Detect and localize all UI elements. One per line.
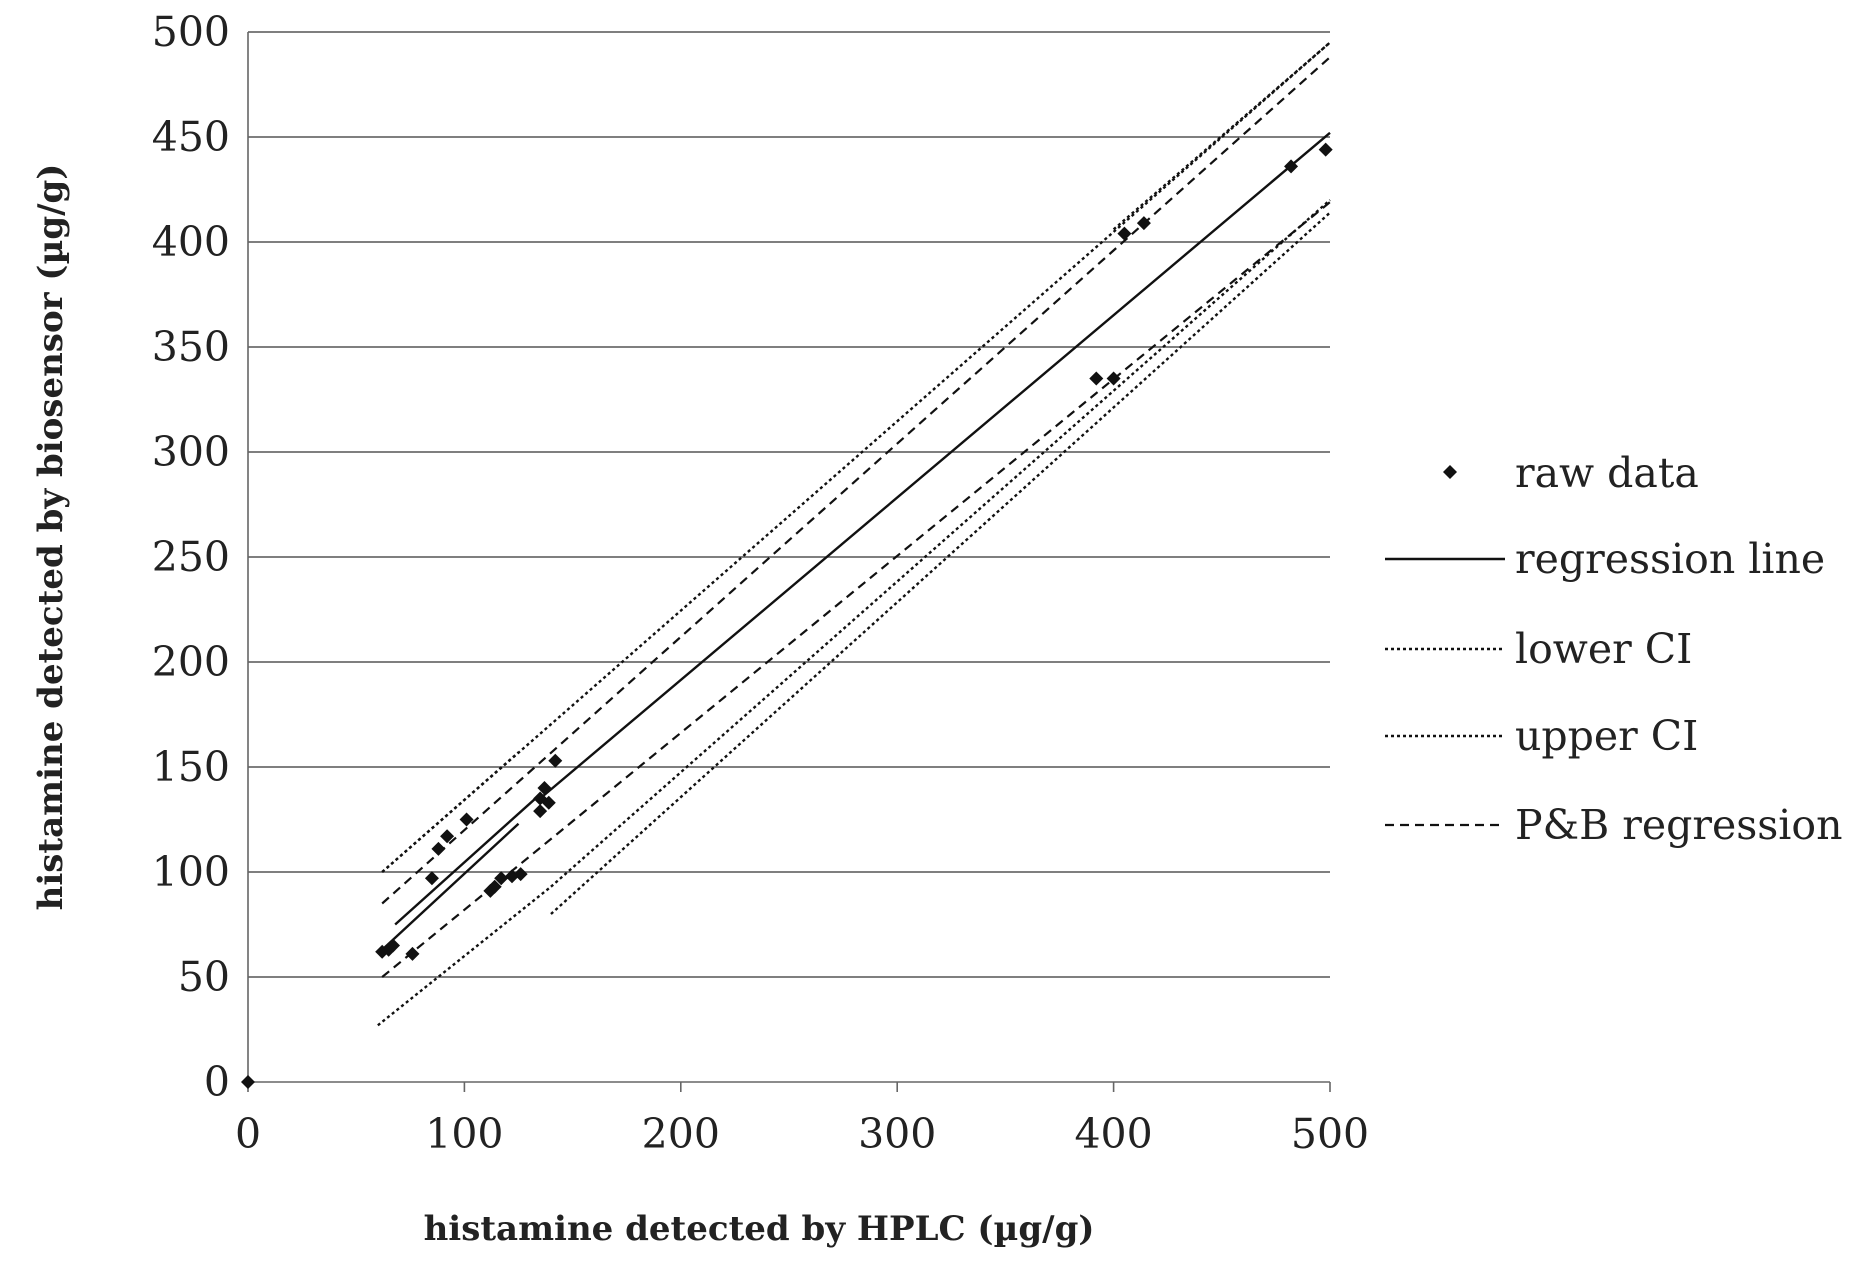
y-tick-label: 450 <box>152 113 230 161</box>
x-axis-title: histamine detected by HPLC (µg/g) <box>424 1209 1095 1249</box>
series-line-segment <box>381 56 1331 905</box>
series-line-segment <box>550 211 1331 915</box>
data-point-marker <box>548 753 563 768</box>
series-line-segment <box>394 793 541 926</box>
data-point-marker <box>513 867 528 882</box>
series-line-segment <box>381 822 520 951</box>
x-tick-label: 500 <box>1291 1110 1369 1158</box>
series-line-segment <box>377 885 552 1027</box>
y-tick-label: 500 <box>152 8 230 56</box>
data-points <box>241 142 1333 1089</box>
data-point-marker <box>537 781 552 795</box>
y-tick-label: 50 <box>178 953 230 1001</box>
y-tick-label: 300 <box>152 428 230 476</box>
y-tick-label: 250 <box>152 533 230 581</box>
axes <box>247 32 1331 1092</box>
legend-label: raw data <box>1515 449 1699 497</box>
data-point-marker <box>1089 371 1104 386</box>
y-tick-label: 150 <box>152 743 230 791</box>
data-point-marker <box>405 946 420 961</box>
x-tick-label: 400 <box>1074 1110 1152 1158</box>
plot-lines <box>377 41 1331 1027</box>
series-line-segment <box>381 41 1331 873</box>
data-point-marker <box>1117 226 1132 241</box>
y-tick-label: 400 <box>152 218 230 266</box>
y-tick-label: 200 <box>152 638 230 686</box>
legend-label: lower CI <box>1515 625 1692 673</box>
legend-marker <box>1443 465 1457 479</box>
series-line-segment <box>539 131 1331 800</box>
grid-lines <box>248 31 1330 978</box>
data-point-marker <box>487 879 502 894</box>
x-tick-label: 200 <box>642 1110 720 1158</box>
legend-label: regression line <box>1515 535 1825 583</box>
y-tick-label: 100 <box>152 848 230 896</box>
tick-labels: 0 50 100 150 200 250 300 350 400 450 500 0 100 200 300… <box>152 8 1369 1158</box>
x-tick-label: 300 <box>858 1110 936 1158</box>
legend: raw data regression line lower CI upper CI P… <box>1385 449 1843 849</box>
data-point-marker <box>459 812 474 827</box>
data-point-marker <box>241 1075 255 1089</box>
data-point-marker <box>494 871 509 886</box>
data-point-marker <box>1136 216 1151 231</box>
series-line-segment <box>381 201 1331 978</box>
data-point-marker <box>424 871 439 886</box>
legend-label: upper CI <box>1515 712 1698 760</box>
y-tick-label: 0 <box>204 1058 230 1106</box>
data-point-marker <box>1106 371 1121 386</box>
data-point-marker <box>533 804 548 819</box>
y-axis-title: histamine detected by biosensor (µg/g) <box>31 164 71 911</box>
axis-titles: histamine detected by HPLC (µg/g) histam… <box>31 164 1094 1249</box>
data-point-marker <box>440 829 455 844</box>
data-point-marker <box>431 841 446 856</box>
legend-label: P&B regression <box>1515 801 1843 849</box>
y-tick-label: 350 <box>152 323 230 371</box>
series-line-segment <box>550 199 1331 888</box>
data-point-marker <box>541 795 556 810</box>
data-point-marker <box>385 938 400 953</box>
data-point-marker <box>1284 159 1299 174</box>
data-point-marker <box>1318 142 1333 157</box>
x-tick-label: 0 <box>235 1110 261 1158</box>
x-tick-label: 100 <box>425 1110 503 1158</box>
